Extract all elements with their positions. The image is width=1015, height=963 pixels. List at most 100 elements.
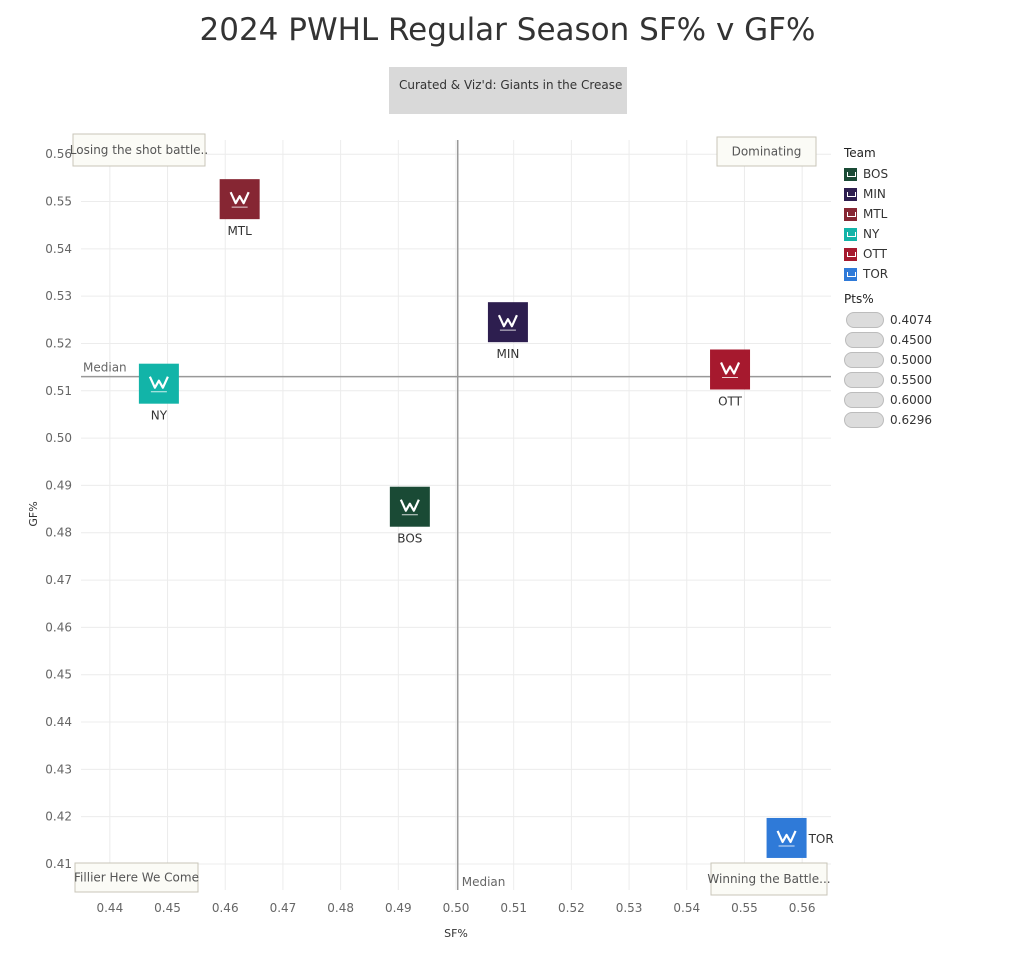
quadrant-label-bottom-left-box — [74, 862, 199, 893]
x-tick-label: 0.46 — [212, 901, 239, 915]
size-legend-label: 0.6000 — [890, 393, 932, 407]
legend-item-min[interactable]: MIN — [844, 184, 932, 204]
y-tick-label: 0.41 — [45, 857, 72, 871]
y-tick-label: 0.42 — [45, 810, 72, 824]
size-legend-label: 0.6296 — [890, 413, 932, 427]
legend-swatch-icon — [844, 187, 857, 201]
pwhl-logo-icon — [148, 376, 169, 389]
legend-item-ny[interactable]: NY — [844, 224, 932, 244]
quadrant-label-top-left: Losing the shot battle.. — [70, 143, 208, 157]
size-legend-item: 0.5500 — [844, 370, 932, 390]
legend-item-bos[interactable]: BOS — [844, 164, 932, 184]
subtitle-text: Curated & Viz'd: Giants in the Crease — [399, 78, 623, 92]
x-tick-label: 0.54 — [673, 901, 700, 915]
x-tick-label: 0.44 — [96, 901, 123, 915]
point-label: TOR — [808, 832, 834, 846]
size-marker-icon — [844, 412, 884, 428]
legend-swatch-icon — [844, 227, 857, 241]
quadrant-label-top-left-box — [72, 133, 206, 167]
legend-swatch-icon — [844, 247, 857, 261]
y-tick-label: 0.47 — [45, 573, 72, 587]
pwhl-logo-icon — [399, 499, 420, 512]
legend-item-tor[interactable]: TOR — [844, 264, 932, 284]
legend-item-ott[interactable]: OTT — [844, 244, 932, 264]
y-tick-label: 0.54 — [45, 242, 72, 256]
pwhl-logo-icon — [497, 314, 518, 328]
quadrant-label-top-right-box — [716, 136, 817, 167]
size-marker-icon — [844, 392, 884, 408]
point-label: BOS — [397, 532, 422, 546]
y-tick-label: 0.46 — [45, 620, 72, 634]
quadrant-label-top-right: Dominating — [732, 145, 802, 159]
y-tick-label: 0.51 — [45, 384, 72, 398]
legend-label: MIN — [863, 187, 886, 201]
x-tick-label: 0.45 — [154, 901, 181, 915]
x-tick-label: 0.56 — [789, 901, 816, 915]
y-tick-label: 0.52 — [45, 336, 72, 350]
legend-label: BOS — [863, 167, 889, 181]
point-ny — [138, 363, 179, 404]
y-tick-label: 0.43 — [45, 762, 72, 776]
x-tick-label: 0.52 — [558, 901, 585, 915]
point-tor — [766, 817, 807, 858]
point-min — [487, 302, 528, 343]
legend-label: TOR — [863, 267, 889, 281]
subtitle-box: Curated & Viz'd: Giants in the Crease — [389, 67, 627, 114]
x-axis-title: SF% — [444, 927, 468, 940]
point-mtl — [219, 179, 260, 220]
size-legend-label: 0.5500 — [890, 373, 932, 387]
y-tick-label: 0.55 — [45, 195, 72, 209]
point-bos — [389, 486, 430, 527]
quadrant-label-bottom-left: Fillier Here We Come — [74, 871, 199, 885]
point-ott — [710, 349, 751, 390]
size-legend-item: 0.6296 — [844, 410, 932, 430]
legend-swatch-icon — [844, 207, 857, 221]
legend-label: NY — [863, 227, 880, 241]
team-legend: Team BOS MIN MTL NY OTT TOR Pts% 0.4074 0.4500… — [844, 146, 932, 430]
chart-title: 2024 PWHL Regular Season SF% v GF% — [199, 12, 816, 48]
size-legend-item: 0.4500 — [844, 330, 932, 350]
x-tick-label: 0.47 — [270, 901, 297, 915]
size-legend-item: 0.6000 — [844, 390, 932, 410]
median-y-label: Median — [83, 361, 127, 375]
point-label: MIN — [496, 347, 519, 361]
size-marker-icon — [846, 312, 884, 328]
legend-item-mtl[interactable]: MTL — [844, 204, 932, 224]
size-legend-title: Pts% — [844, 292, 874, 306]
y-tick-label: 0.50 — [45, 431, 72, 445]
x-tick-label: 0.55 — [731, 901, 758, 915]
size-marker-icon — [845, 332, 884, 348]
x-tick-label: 0.50 — [443, 901, 470, 915]
y-tick-label: 0.56 — [45, 147, 72, 161]
point-label: NY — [151, 409, 168, 423]
y-tick-label: 0.48 — [45, 526, 72, 540]
x-tick-label: 0.49 — [385, 901, 412, 915]
team-legend-title: Team — [844, 146, 876, 160]
y-tick-label: 0.45 — [45, 668, 72, 682]
pwhl-logo-icon — [720, 362, 741, 375]
size-legend-label: 0.4074 — [890, 313, 932, 327]
y-tick-label: 0.49 — [45, 478, 72, 492]
point-label: OTT — [718, 394, 743, 408]
point-label: MTL — [227, 224, 252, 238]
y-tick-label: 0.53 — [45, 289, 72, 303]
x-tick-label: 0.48 — [327, 901, 354, 915]
size-legend-label: 0.5000 — [890, 353, 932, 367]
size-marker-icon — [844, 352, 884, 368]
legend-label: MTL — [863, 207, 888, 221]
quadrant-label-bottom-right-box — [710, 862, 828, 896]
legend-swatch-icon — [844, 167, 857, 181]
size-marker-icon — [844, 372, 884, 388]
size-legend-item: 0.4074 — [844, 310, 932, 330]
size-legend-item: 0.5000 — [844, 350, 932, 370]
median-x-label: Median — [462, 875, 506, 889]
y-tick-label: 0.44 — [45, 715, 72, 729]
quadrant-label-bottom-right: Winning the Battle... — [707, 872, 830, 886]
y-axis-title: GF% — [27, 501, 40, 526]
legend-swatch-icon — [844, 267, 857, 281]
pwhl-logo-icon — [229, 191, 250, 205]
pwhl-logo-icon — [776, 830, 797, 844]
x-tick-label: 0.53 — [616, 901, 643, 915]
size-legend-label: 0.4500 — [890, 333, 932, 347]
